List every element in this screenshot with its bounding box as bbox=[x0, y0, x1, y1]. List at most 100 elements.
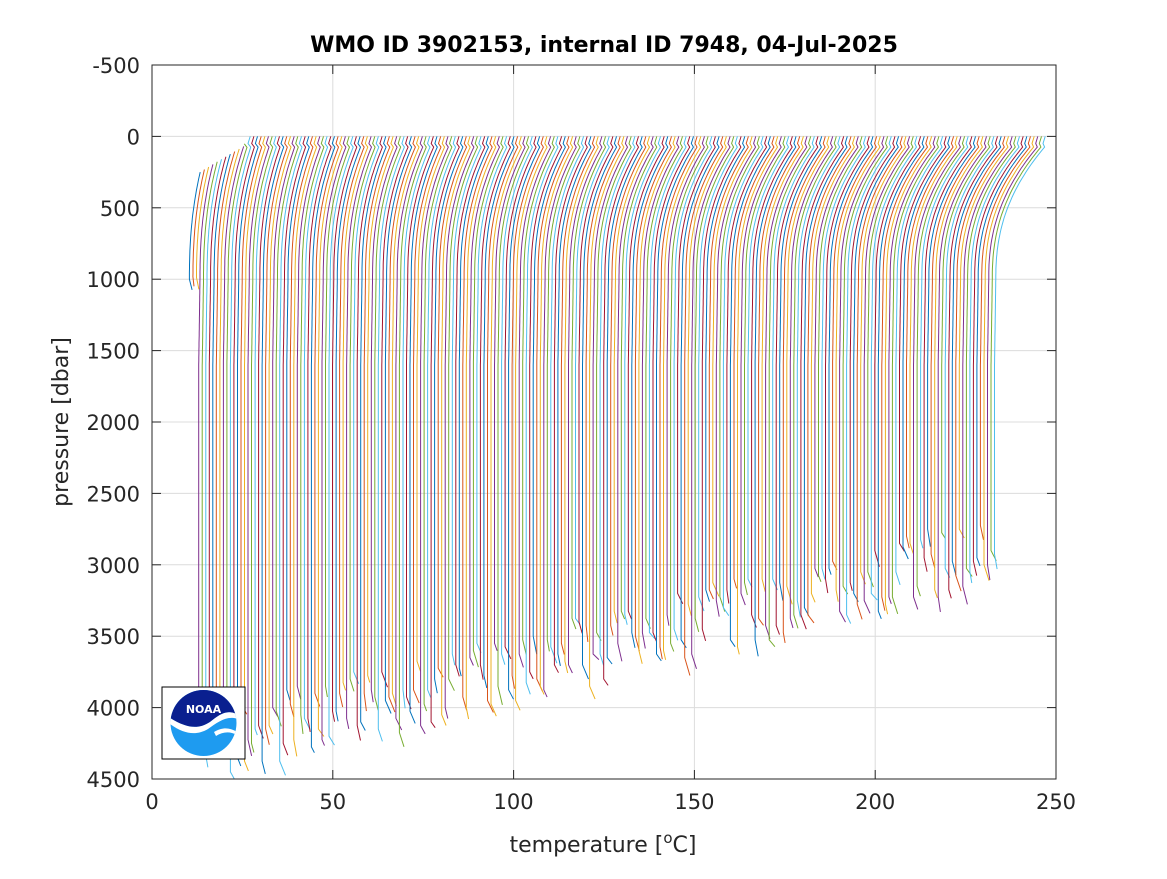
profile-line bbox=[899, 136, 947, 552]
profile-line bbox=[423, 136, 453, 712]
profile-line bbox=[560, 136, 596, 655]
profile-line bbox=[818, 136, 863, 582]
profile-line bbox=[631, 136, 669, 648]
profile-line bbox=[441, 136, 471, 726]
profile-line bbox=[934, 136, 984, 599]
y-tick-label: 2000 bbox=[87, 411, 140, 435]
profile-line bbox=[670, 136, 709, 652]
profile-line bbox=[906, 136, 955, 549]
profile-line bbox=[677, 136, 716, 605]
profile-line bbox=[286, 136, 310, 701]
profile-line bbox=[722, 136, 764, 616]
profile-line bbox=[825, 136, 870, 594]
profile-line bbox=[455, 136, 486, 677]
profile-line bbox=[356, 136, 383, 741]
profile-line bbox=[712, 136, 753, 597]
profile-line bbox=[483, 136, 515, 689]
x-tick-label: 0 bbox=[145, 790, 158, 814]
profile-line bbox=[585, 136, 621, 642]
profile-line bbox=[511, 136, 544, 689]
profile-line bbox=[546, 136, 581, 652]
profile-line bbox=[434, 136, 464, 694]
profile-line bbox=[293, 136, 318, 757]
profile-line bbox=[522, 136, 555, 655]
profile-line bbox=[979, 136, 1031, 541]
profile-line bbox=[634, 136, 672, 652]
profile-line bbox=[212, 153, 231, 756]
profile-line bbox=[733, 136, 775, 589]
profile-line bbox=[659, 136, 698, 660]
y-axis-label: pressure [dbar] bbox=[49, 337, 74, 507]
profile-line bbox=[789, 136, 834, 629]
profile-line bbox=[860, 136, 907, 585]
profile-line bbox=[381, 136, 409, 688]
profile-line bbox=[775, 136, 819, 635]
profile-line bbox=[800, 136, 845, 630]
x-tick-label: 150 bbox=[674, 790, 714, 814]
profile-line bbox=[884, 136, 933, 615]
profile-line bbox=[395, 136, 424, 731]
profile-line bbox=[201, 161, 218, 754]
profile-line bbox=[853, 136, 900, 602]
profile-line bbox=[990, 136, 1042, 562]
y-tick-label: -500 bbox=[92, 54, 140, 78]
profile-line bbox=[388, 136, 416, 713]
y-tick-label: 0 bbox=[127, 125, 140, 149]
profile-line bbox=[941, 136, 991, 539]
profile-line bbox=[656, 136, 694, 662]
profile-line bbox=[508, 136, 541, 700]
profile-line bbox=[796, 136, 841, 618]
profile-line bbox=[219, 148, 240, 731]
profile-line bbox=[663, 136, 702, 660]
profile-line bbox=[920, 136, 969, 549]
profile-line bbox=[923, 136, 973, 572]
profile-line bbox=[754, 136, 797, 657]
profile-line bbox=[870, 136, 918, 601]
profile-line bbox=[332, 136, 358, 722]
profile-line bbox=[192, 169, 205, 287]
profile-line bbox=[578, 136, 614, 634]
profile-line bbox=[349, 136, 376, 692]
profile-line bbox=[258, 136, 281, 739]
profile-line bbox=[592, 136, 629, 660]
profile-line bbox=[196, 166, 210, 290]
profile-line bbox=[427, 136, 457, 698]
profile-line bbox=[793, 136, 837, 629]
profile-line bbox=[965, 136, 1017, 577]
profile-line bbox=[303, 136, 329, 730]
profile-line bbox=[265, 136, 288, 745]
profile-line bbox=[321, 136, 347, 746]
y-tick-label: 3000 bbox=[87, 554, 140, 578]
y-tick-label: 500 bbox=[100, 197, 140, 221]
profile-line bbox=[539, 136, 574, 695]
profile-line bbox=[814, 136, 859, 578]
profile-line bbox=[983, 136, 1035, 581]
profile-line bbox=[744, 136, 786, 596]
profile-line bbox=[543, 136, 577, 698]
profile-line bbox=[648, 136, 687, 640]
profile-line bbox=[705, 136, 746, 602]
profile-line bbox=[867, 136, 914, 588]
profile-line bbox=[624, 136, 662, 625]
profile-line bbox=[472, 136, 504, 668]
profile-line bbox=[909, 136, 958, 554]
profile-line bbox=[782, 136, 826, 643]
profile-line bbox=[772, 136, 815, 591]
profile-line bbox=[846, 136, 892, 624]
profile-line bbox=[803, 136, 848, 617]
profile-line bbox=[666, 136, 705, 626]
profile-line bbox=[504, 136, 537, 660]
profile-line bbox=[518, 136, 552, 668]
profile-line bbox=[465, 136, 497, 720]
profile-line bbox=[737, 136, 779, 655]
x-tick-label: 50 bbox=[319, 790, 346, 814]
profile-line bbox=[645, 136, 683, 629]
profile-line bbox=[416, 136, 446, 672]
profile-line bbox=[729, 136, 771, 647]
profile-line bbox=[839, 136, 885, 623]
profile-line bbox=[951, 136, 1002, 576]
profile-line bbox=[536, 136, 570, 692]
profile-line bbox=[233, 136, 255, 749]
profile-line bbox=[641, 136, 680, 649]
chart-title: WMO ID 3902153, internal ID 7948, 04-Jul… bbox=[310, 33, 898, 58]
